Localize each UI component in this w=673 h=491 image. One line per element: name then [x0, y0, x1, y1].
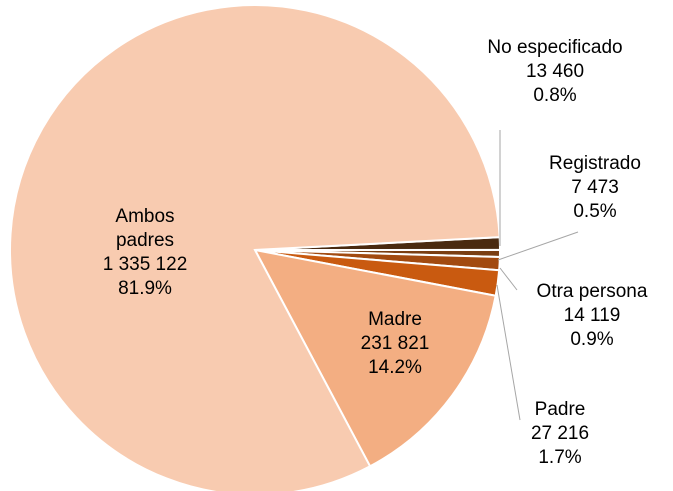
pie-slice	[253, 248, 497, 468]
pie-slice	[9, 4, 501, 491]
label-percent: 0.8%	[533, 85, 577, 106]
label-name: Padre	[534, 399, 586, 420]
label-percent: 14.2%	[368, 357, 422, 378]
slice-label: Registrado 7 473 0.5%	[515, 152, 673, 224]
label-name: Madre	[368, 309, 422, 330]
label-name: Otra persona	[536, 281, 648, 302]
label-percent: 0.9%	[570, 329, 614, 350]
label-name: Ambos padres	[115, 206, 175, 251]
leader-line	[496, 284, 521, 421]
label-value: 14 119	[563, 305, 621, 326]
slice-label: No especificado 13 460 0.8%	[455, 36, 655, 108]
label-percent: 1.7%	[538, 447, 582, 468]
label-value: 27 216	[530, 423, 590, 444]
label-value: 7 473	[571, 177, 619, 198]
slice-label: Padre 27 216 1.7%	[500, 398, 620, 470]
label-value: 1 335 122	[102, 254, 188, 275]
label-value: 13 460	[525, 61, 585, 82]
slice-label: Madre 231 821 14.2%	[335, 308, 455, 380]
label-name: No especificado	[487, 37, 623, 58]
label-name: Registrado	[549, 153, 641, 174]
label-percent: 81.9%	[118, 278, 172, 299]
leader-line	[497, 231, 579, 261]
slice-label: Otra persona 14 119 0.9%	[502, 280, 673, 352]
label-value: 231 821	[360, 333, 430, 354]
slice-label: Ambos padres 1 335 122 81.9%	[95, 205, 195, 301]
leader-line	[499, 267, 518, 291]
label-percent: 0.5%	[573, 201, 617, 222]
